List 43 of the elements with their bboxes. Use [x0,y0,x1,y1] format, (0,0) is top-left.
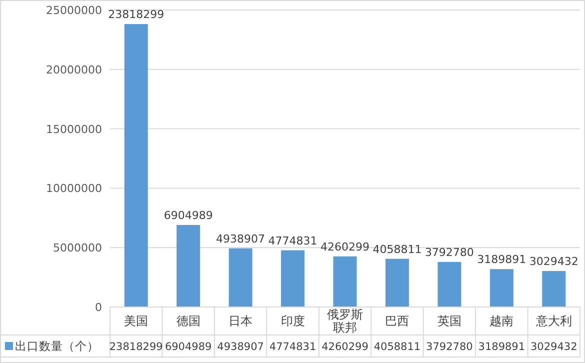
y-tick-label: 5000000 [53,242,102,255]
data-label: 4058811 [374,341,421,353]
x-tick-label: 日本 [228,314,253,328]
y-tick-label: 15000000 [46,122,102,136]
data-label: 3189891 [478,341,526,353]
text: 3029432 [529,255,578,268]
data-label: 4260299 [322,341,368,353]
data-label: 3792780 [426,341,473,353]
x-tick-label: 印度 [280,314,305,328]
bar [385,258,409,307]
x-tick-label: 巴西 [385,314,410,328]
text: 4058811 [372,242,422,256]
bar [490,269,514,307]
y-tick-label: 0 [95,301,102,314]
text: 23818299 [108,8,164,22]
legend-label: 出口数量（个） [15,339,99,353]
bar [228,248,252,307]
text: 3189891 [477,253,526,266]
bar [542,271,566,307]
text: 4260299 [320,240,370,254]
data-label: 6904989 [164,341,212,353]
data-label: 4774831 [269,341,316,353]
y-tick-label: 20000000 [46,63,102,76]
bar [176,224,200,307]
data-label: 23818299 [109,341,163,353]
x-tick-label: 意大利 [534,314,572,328]
text: 4774831 [268,234,318,248]
text: 4938907 [216,232,266,246]
y-tick-label: 25000000 [46,4,102,17]
data-label: 3029432 [530,341,578,353]
x-tick-label: 德国 [176,314,200,328]
bar [333,256,357,307]
x-tick-label: 越南 [490,314,514,328]
data-label: 4938907 [217,341,264,353]
bar [438,262,462,307]
y-tick-label: 10000000 [46,182,102,196]
x-tick-label: 英国 [437,314,462,328]
bar [124,24,148,307]
text: 6904989 [164,208,213,222]
x-tick-label: 美国 [124,314,148,328]
text: 3792780 [424,246,474,259]
x-tick-label: 俄罗斯联邦 [327,308,363,334]
bar [281,250,305,307]
